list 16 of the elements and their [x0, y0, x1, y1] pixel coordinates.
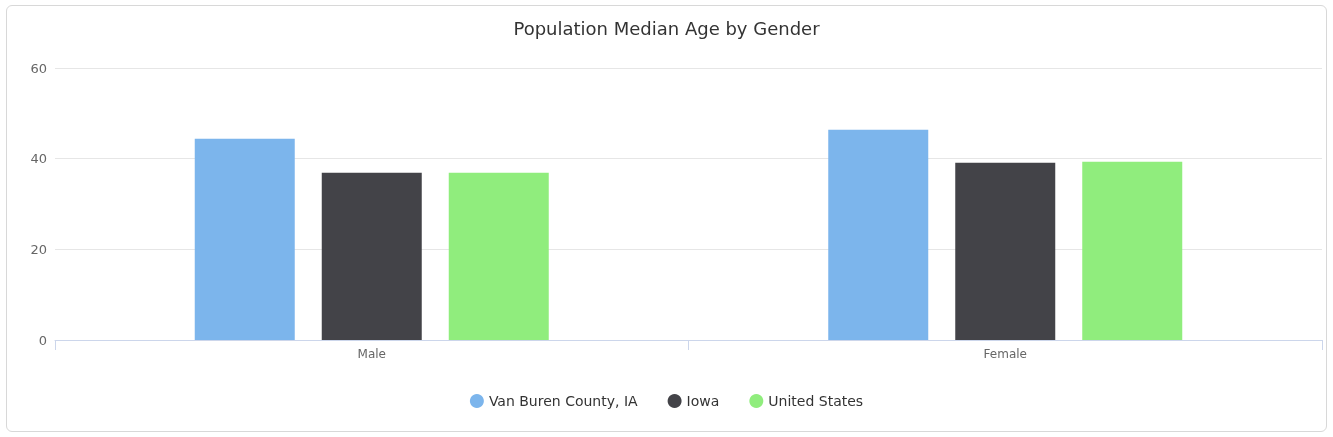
chart-title: Population Median Age by Gender: [513, 17, 821, 39]
bar: [194, 138, 295, 340]
bar: [1082, 161, 1183, 340]
x-tick-label: Female: [983, 347, 1027, 361]
bar: [448, 172, 549, 340]
y-tick-label: 0: [38, 332, 47, 348]
x-tick-label: Male: [357, 347, 386, 361]
y-tick-label: 60: [30, 60, 47, 76]
y-tick-label: 20: [30, 241, 47, 257]
bar: [321, 172, 422, 340]
y-tick-label: 40: [30, 151, 47, 167]
legend-label: United States: [768, 393, 864, 409]
bar: [955, 162, 1056, 340]
legend-label: Iowa: [686, 393, 720, 409]
bar: [828, 129, 929, 340]
legend-label: Van Buren County, IA: [488, 393, 639, 409]
